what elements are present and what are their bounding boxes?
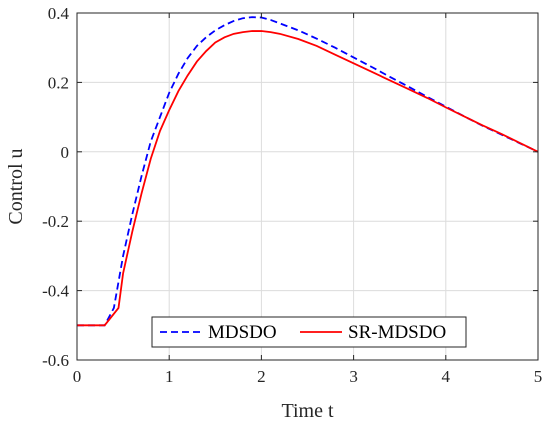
plot-frame bbox=[76, 12, 539, 361]
y-tick-label: 0.4 bbox=[48, 4, 70, 23]
y-tick-label: 0.2 bbox=[48, 73, 69, 92]
legend: MDSDO SR-MDSDO bbox=[151, 316, 467, 348]
ticks bbox=[76, 12, 539, 361]
x-tick-label: 2 bbox=[257, 367, 266, 386]
y-tick-label: 0 bbox=[61, 143, 70, 162]
legend-label-mdsdo: MDSDO bbox=[208, 322, 277, 343]
tick-labels: 0 1 2 3 4 5 -0.6 -0.4 -0.2 0 0.2 0.4 bbox=[42, 4, 542, 386]
x-tick-label: 3 bbox=[349, 367, 358, 386]
series-layer bbox=[77, 16, 539, 327]
x-tick-label: 0 bbox=[73, 367, 82, 386]
y-tick-label: -0.2 bbox=[42, 212, 69, 231]
x-tick-label: 5 bbox=[534, 367, 543, 386]
y-tick-label: -0.6 bbox=[42, 351, 69, 370]
x-axis-title: Time t bbox=[281, 400, 334, 422]
series-line-mdsdo bbox=[77, 16, 539, 327]
legend-label-sr-mdsdo: SR-MDSDO bbox=[348, 322, 446, 343]
x-tick-label: 1 bbox=[165, 367, 174, 386]
y-axis-title: Control u bbox=[5, 148, 27, 224]
grid bbox=[76, 12, 539, 361]
x-tick-label: 4 bbox=[442, 367, 451, 386]
series-line-sr-mdsdo bbox=[77, 30, 539, 327]
y-tick-label: -0.4 bbox=[42, 282, 69, 301]
